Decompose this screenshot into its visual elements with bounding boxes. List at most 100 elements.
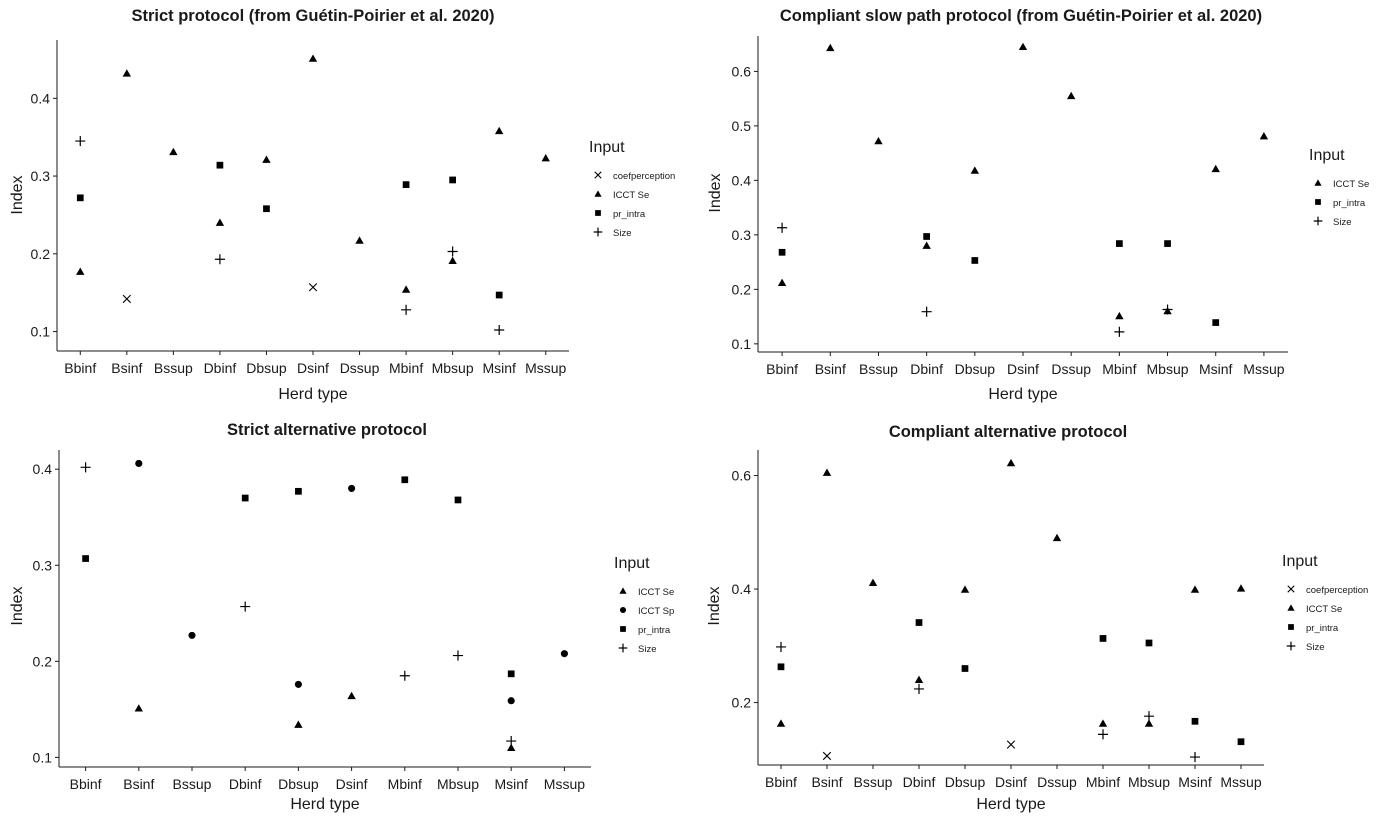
legend-label: coefperception (1306, 585, 1368, 596)
x-tick-label: Bssup (154, 360, 193, 376)
data-point (874, 136, 883, 145)
legend-key (595, 210, 601, 216)
x-tick-label: Bssup (854, 774, 893, 790)
y-tick-label: 0.6 (732, 63, 752, 79)
data-point (447, 246, 458, 257)
y-axis-title: Index (9, 586, 26, 625)
legend-label: Size (1306, 642, 1324, 653)
data-point (922, 241, 931, 249)
legend-label: Size (613, 228, 631, 239)
data-point (494, 126, 504, 135)
data-point (822, 751, 832, 761)
x-tick-label: Msinf (482, 360, 516, 376)
data-point (778, 248, 786, 256)
data-point (921, 306, 932, 317)
x-tick-label: Dbsup (955, 361, 996, 377)
x-tick-label: Mssup (1220, 774, 1261, 790)
data-point (826, 43, 835, 52)
x-tick-label: Bssup (173, 776, 212, 792)
legend-label: ICCT Se (1306, 604, 1342, 615)
x-tick-label: Dssup (1037, 774, 1077, 790)
y-tick-label: 0.5 (732, 118, 752, 134)
data-point (448, 256, 457, 264)
y-axis-title: Index (707, 173, 724, 212)
data-point (1114, 326, 1125, 337)
data-point (188, 631, 196, 639)
legend-label: coefperception (613, 171, 675, 182)
data-point (1052, 533, 1062, 542)
y-tick-label: 0.4 (732, 581, 752, 597)
y-tick-label: 0.4 (31, 90, 51, 106)
series-pr-intra (777, 619, 1245, 746)
data-point (1189, 752, 1201, 763)
data-point (868, 578, 878, 586)
x-tick-label: Bsinf (123, 776, 154, 792)
legend-label: pr_intra (1306, 623, 1339, 634)
x-tick-label: Dsinf (297, 360, 329, 376)
chart-title: Compliant alternative protocol (889, 423, 1127, 441)
data-point (1006, 458, 1016, 467)
data-point (541, 153, 550, 162)
data-point (1116, 240, 1123, 247)
data-point (122, 294, 131, 304)
data-point (308, 283, 318, 292)
x-tick-label: Mssup (525, 360, 566, 376)
data-point (308, 54, 318, 62)
y-axis-title: Index (9, 175, 26, 214)
x-tick-label: Dsinf (1007, 361, 1039, 377)
x-tick-label: Msinf (1199, 361, 1233, 377)
x-tick-label: Dbinf (903, 774, 936, 790)
legend-key (1314, 179, 1322, 186)
y-tick-label: 0.2 (732, 695, 752, 711)
legend-label: ICCT Se (613, 190, 649, 201)
y-tick-label: 0.2 (732, 281, 752, 297)
x-axis-title: Herd type (976, 796, 1045, 813)
x-tick-label: Dbinf (204, 360, 237, 376)
x-tick-label: Msinf (494, 776, 528, 792)
legend-title: Input (1309, 147, 1345, 164)
data-point (507, 697, 515, 705)
legend: Input ICCT Se ICCT Sp pr_intra Size (614, 555, 674, 655)
legend-key (1286, 641, 1296, 651)
data-point (348, 484, 356, 492)
x-tick-label: Msinf (1178, 774, 1212, 790)
x-tick-label: Bsinf (811, 774, 842, 790)
data-point (961, 665, 969, 672)
series-pr-intra (778, 233, 1220, 326)
data-point (294, 720, 303, 728)
data-point (1144, 719, 1154, 727)
x-tick-label: Dbinf (229, 776, 262, 792)
data-point (452, 650, 464, 661)
legend-key (620, 626, 626, 632)
data-point (507, 670, 515, 678)
legend-label: ICCT Se (638, 587, 674, 598)
chart-title: Compliant slow path protocol (from Guéti… (780, 7, 1262, 25)
series-size (775, 641, 1201, 763)
legend-label: Size (638, 644, 656, 655)
chart-svg: Compliant slow path protocol (from Guéti… (707, 7, 1369, 403)
legend-key (593, 227, 603, 237)
data-point (1162, 304, 1173, 315)
series-size (80, 462, 517, 747)
legend: Input ICCT Se pr_intra Size (1309, 147, 1369, 228)
data-point (399, 670, 410, 681)
data-point (960, 585, 970, 593)
data-point (355, 236, 364, 244)
y-tick-label: 0.4 (33, 461, 53, 477)
x-tick-label: Mbinf (1086, 774, 1120, 790)
series-icct-se (134, 691, 516, 751)
data-point (495, 291, 503, 299)
data-point (1211, 164, 1220, 173)
x-tick-label: Mssup (1243, 361, 1284, 377)
data-point (240, 601, 251, 612)
data-point (215, 218, 225, 226)
data-point (923, 233, 930, 240)
y-tick-label: 0.1 (31, 324, 51, 340)
x-axis-title: Herd type (988, 386, 1057, 403)
y-tick-label: 0.2 (33, 653, 53, 669)
data-point (169, 147, 178, 156)
series-coefperception (122, 283, 318, 304)
series-coefperception (822, 740, 1016, 761)
data-point (777, 222, 788, 233)
series-size (777, 222, 1173, 337)
